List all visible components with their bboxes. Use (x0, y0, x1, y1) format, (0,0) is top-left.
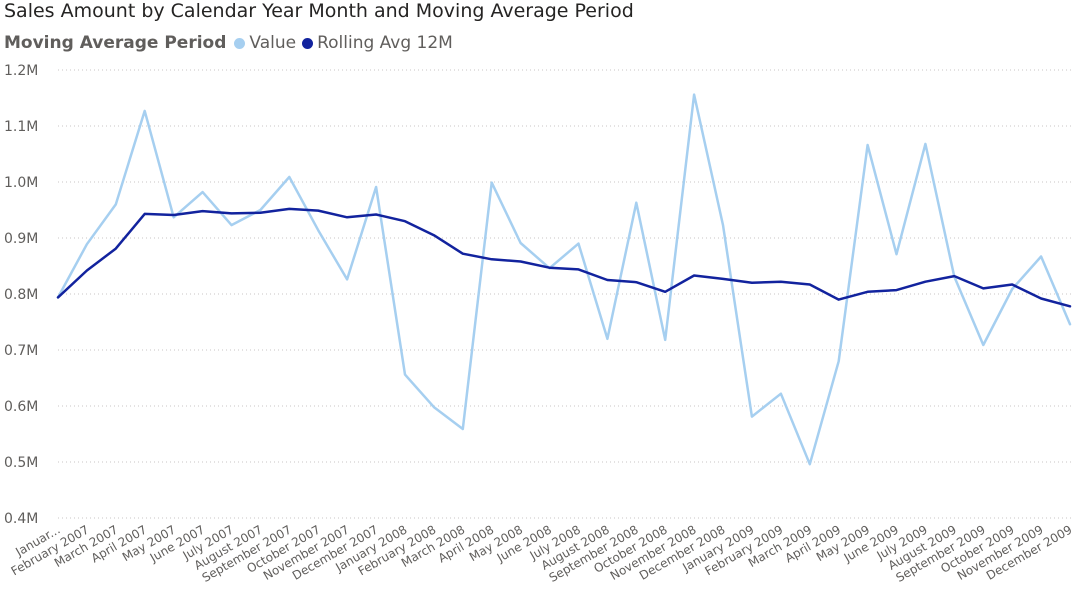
chart-title: Sales Amount by Calendar Year Month and … (4, 0, 634, 22)
legend-title: Moving Average Period (4, 33, 227, 53)
y-tick-label: 0.9M (4, 231, 38, 247)
legend-marker-value (234, 37, 246, 49)
y-tick-label: 1.2M (4, 63, 38, 79)
y-tick-label: 0.4M (4, 511, 38, 527)
y-tick-label: 1.0M (4, 175, 38, 191)
legend-marker-rolling-avg (302, 37, 314, 49)
series-line-rolling-avg (56, 207, 1072, 308)
y-tick-label: 1.1M (4, 119, 38, 135)
legend-label-rolling-avg: Rolling Avg 12M (317, 33, 453, 53)
y-tick-label: 0.6M (4, 399, 38, 415)
legend-item-value[interactable]: Value (234, 33, 296, 53)
legend-label-value: Value (249, 33, 297, 53)
y-tick-label: 0.7M (4, 343, 38, 359)
series-line-value (56, 93, 1072, 466)
legend-item-rolling-avg[interactable]: Rolling Avg 12M (302, 33, 453, 53)
y-tick-label: 0.5M (4, 455, 38, 471)
y-tick-label: 0.8M (4, 287, 38, 303)
legend: Moving Average Period Value Rolling Avg … (4, 33, 459, 53)
